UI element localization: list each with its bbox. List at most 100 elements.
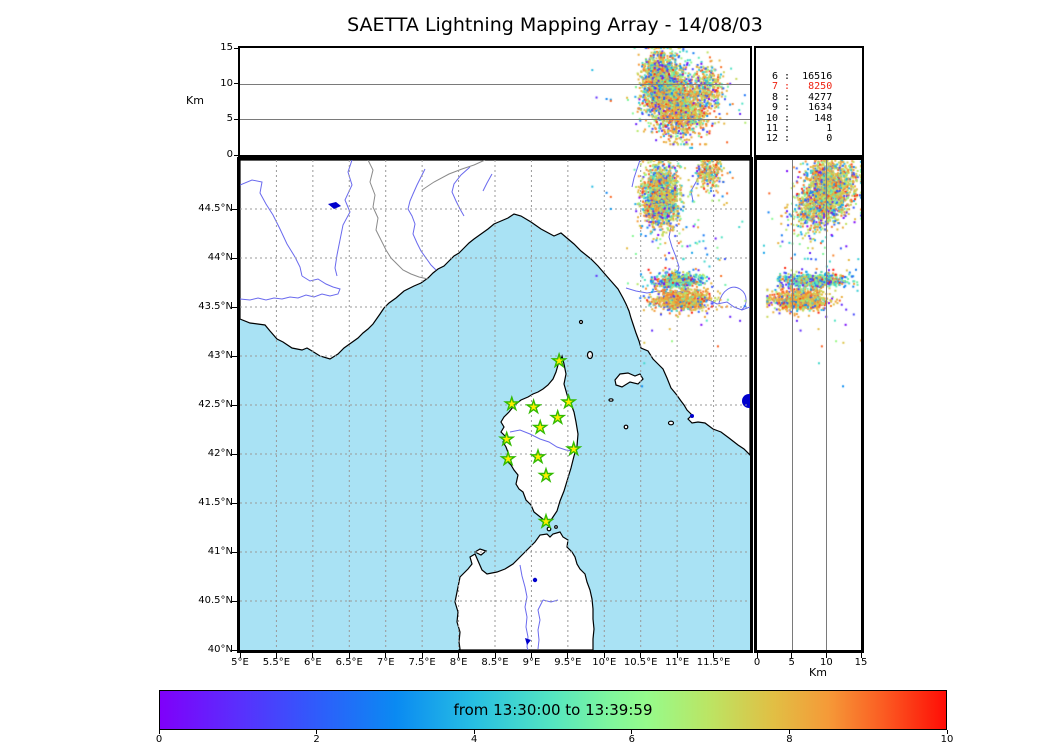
station-count-panel: 6 : 16516 7 : 8250 8 : 4277 9 : 1634 10 :… [754,46,864,157]
axis-tick [232,600,238,602]
map-scatter-canvas [240,160,750,650]
longitude-tick-label: 7°E [376,657,395,668]
latitude-tick-label: 42°N [207,448,233,459]
axis-tick [567,653,569,658]
axis-tick [791,653,793,658]
axis-tick [234,47,239,49]
axis-tick [458,653,460,658]
axis-tick [676,653,678,658]
axis-tick [316,730,318,734]
colorbar-tick-label: 6 [628,734,635,745]
longitude-tick-label: 8°E [449,657,468,668]
axis-tick [946,730,948,734]
station-count-row: 7 : 8250 [766,81,833,93]
station-count-row: 11 : 1 [766,123,833,135]
axis-tick [232,257,238,259]
axis-tick [232,502,238,504]
axis-tick [348,653,350,658]
altitude-tick-label: 0 [226,149,233,160]
altitude-gridline [240,119,750,121]
longitude-tick-label: 7.5°E [408,657,436,668]
longitude-tick-label: 10°E [592,657,617,668]
altitude-gridline [240,83,750,85]
axis-tick [239,653,241,658]
latitude-tick-label: 41°N [207,546,233,557]
map-panel [237,157,753,653]
colorbar-tick-label: 10 [940,734,954,745]
station-count-row: 8 : 4277 [766,91,833,103]
right-km-axis-label: Km [809,666,827,679]
longitude-tick-label: 5°E [231,657,249,668]
longitude-tick-label: 6.5°E [335,657,363,668]
longitude-tick-label: 8.5°E [481,657,509,668]
axis-tick [494,653,496,658]
axis-tick [713,653,715,658]
axis-tick [631,730,633,734]
axis-tick [421,653,423,658]
station-count-row: 9 : 1634 [766,102,833,114]
axis-tick [825,653,827,658]
right-km-tick-label: 10 [819,657,833,668]
latitude-tick-label: 42.5°N [198,399,233,410]
longitude-tick-label: 9°E [522,657,541,668]
station-count-row: 12 : 0 [766,133,833,145]
longitude-tick-label: 11.5°E [696,657,731,668]
altitude-latitude-scatter-canvas [757,160,861,650]
lon-altitude-panel [238,46,752,157]
latitude-tick-label: 43°N [207,350,233,361]
colorbar-label: from 13:30:00 to 13:39:59 [453,701,653,719]
axis-tick [232,404,238,406]
latitude-tick-label: 44.5°N [198,203,233,214]
latitude-tick-label: 43.5°N [198,301,233,312]
longitude-tick-label: 11°E [665,657,690,668]
altitude-latitude-panel [754,157,864,653]
axis-tick [473,730,475,734]
colorbar-tick-label: 0 [155,734,163,745]
right-km-tick-label: 0 [753,657,761,668]
axis-tick [385,653,387,658]
axis-tick [232,649,238,651]
axis-tick [756,653,758,658]
axis-tick [234,83,239,85]
station-count-row: 6 : 16516 [766,71,833,82]
axis-tick [232,551,238,553]
latitude-tick-label: 44°N [207,252,233,263]
station-count-row: 10 : 148 [766,112,833,124]
longitude-tick-label: 5.5°E [262,657,291,668]
latitude-tick-label: 40.5°N [198,595,233,606]
longitude-tick-label: 6°E [304,657,322,668]
colorbar-tick-label: 8 [786,734,793,745]
altitude-axis-label: Km [186,94,204,107]
plot-title: SAETTA Lightning Mapping Array - 14/08/0… [347,14,763,36]
axis-tick [788,730,790,734]
colorbar-tick-label: 4 [471,734,478,745]
time-colorbar: from 13:30:00 to 13:39:59 [159,690,947,730]
axis-tick [603,653,605,658]
axis-tick [234,118,239,120]
lon-altitude-scatter-canvas [240,48,750,155]
latitude-tick-label: 40°N [207,644,233,655]
colorbar-tick-label: 2 [313,734,320,745]
altitude-tick-label: 5 [226,113,233,125]
longitude-tick-label: 10.5°E [623,657,658,668]
axis-tick [860,653,862,658]
altitude-gridline [826,160,828,650]
axis-tick [232,453,238,455]
axis-tick [640,653,642,658]
longitude-tick-label: 9.5°E [554,657,582,668]
axis-tick [275,653,277,658]
altitude-tick-label: 15 [220,42,233,53]
axis-tick [232,355,238,357]
axis-tick [158,730,160,734]
axis-tick [530,653,532,658]
axis-tick [232,208,238,210]
latitude-tick-label: 41.5°N [198,497,233,508]
right-km-tick-label: 5 [788,657,795,668]
altitude-tick-label: 10 [220,77,233,89]
axis-tick [312,653,314,658]
right-km-tick-label: 15 [854,657,868,668]
axis-tick [232,306,238,308]
axis-tick [234,154,239,156]
altitude-gridline [791,160,793,650]
